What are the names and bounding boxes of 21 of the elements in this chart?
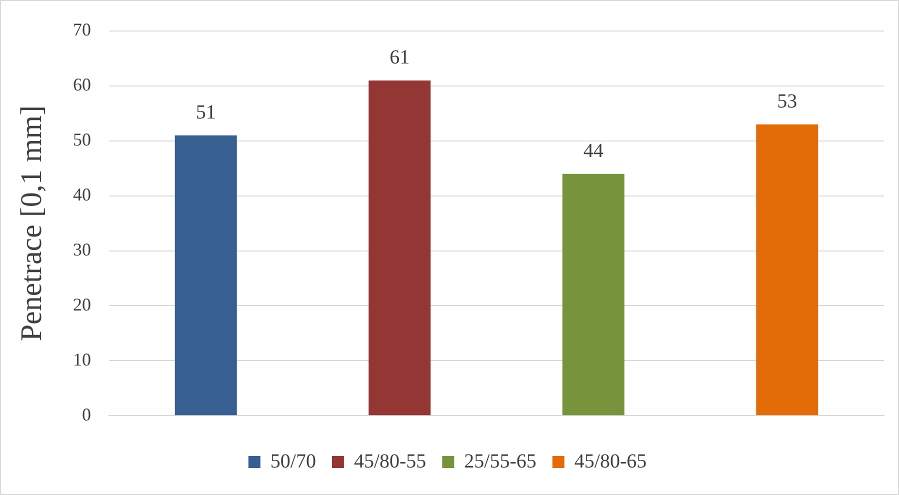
y-tick-label: 0 (82, 404, 91, 424)
legend-label: 45/80-65 (574, 450, 647, 472)
data-label: 51 (196, 102, 216, 124)
bar (562, 174, 624, 416)
legend-label: 50/70 (270, 450, 316, 472)
y-tick-label: 50 (73, 130, 91, 150)
data-label: 53 (777, 90, 798, 113)
y-tick-label: 30 (73, 240, 91, 260)
bar (756, 124, 818, 416)
y-axis-title: Penetrace [0,1 mm] (14, 105, 48, 342)
data-label: 61 (390, 46, 410, 69)
y-tick-label: 40 (73, 184, 91, 205)
data-label: 44 (583, 140, 604, 162)
y-tick-label: 10 (73, 349, 91, 370)
bar (174, 135, 237, 416)
bar (368, 80, 431, 416)
legend-label: 25/55-65 (464, 450, 536, 472)
y-tick-label: 20 (73, 294, 91, 314)
y-tick-label: 60 (73, 74, 91, 95)
y-tick-label: 70 (73, 20, 91, 40)
legend-label: 45/80-55 (354, 450, 426, 472)
